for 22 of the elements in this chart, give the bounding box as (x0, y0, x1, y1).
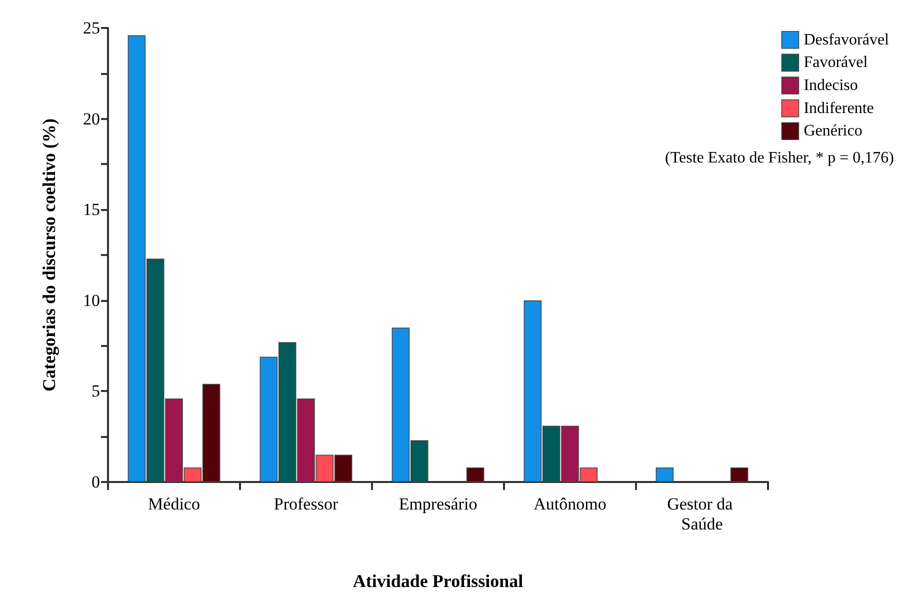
annotation: (Teste Exato de Fisher, * p = 0,176) (665, 150, 894, 166)
bar (730, 467, 748, 482)
x-tick-label: Gestor da Saúde (667, 494, 737, 534)
y-axis-title: Categorias do discurso coeltivo (%) (39, 118, 59, 392)
legend-label: Indeciso (804, 77, 858, 94)
bar (656, 467, 674, 482)
bar (466, 467, 484, 482)
x-tick-label: Médico (148, 494, 200, 514)
x-tick-label: Professor (274, 494, 338, 514)
legend-label: Favorável (804, 54, 868, 72)
x-tick-label: Autônomo (534, 494, 606, 514)
y-tick-label: 5 (92, 382, 100, 401)
x-tick-label: Empresário (398, 494, 478, 514)
legend-label: Indiferente (804, 100, 874, 117)
x-axis-title: Atividade Profissional (352, 571, 524, 591)
y-tick-label: 20 (83, 109, 100, 128)
y-tick-label: 10 (83, 290, 100, 310)
y-tick-label: 15 (83, 200, 100, 220)
y-tick-label: 25 (83, 18, 100, 38)
legend-label: Desfavorável (804, 31, 890, 48)
y-tick-label: 0 (92, 472, 100, 492)
legend-label: Genérico (804, 122, 862, 140)
